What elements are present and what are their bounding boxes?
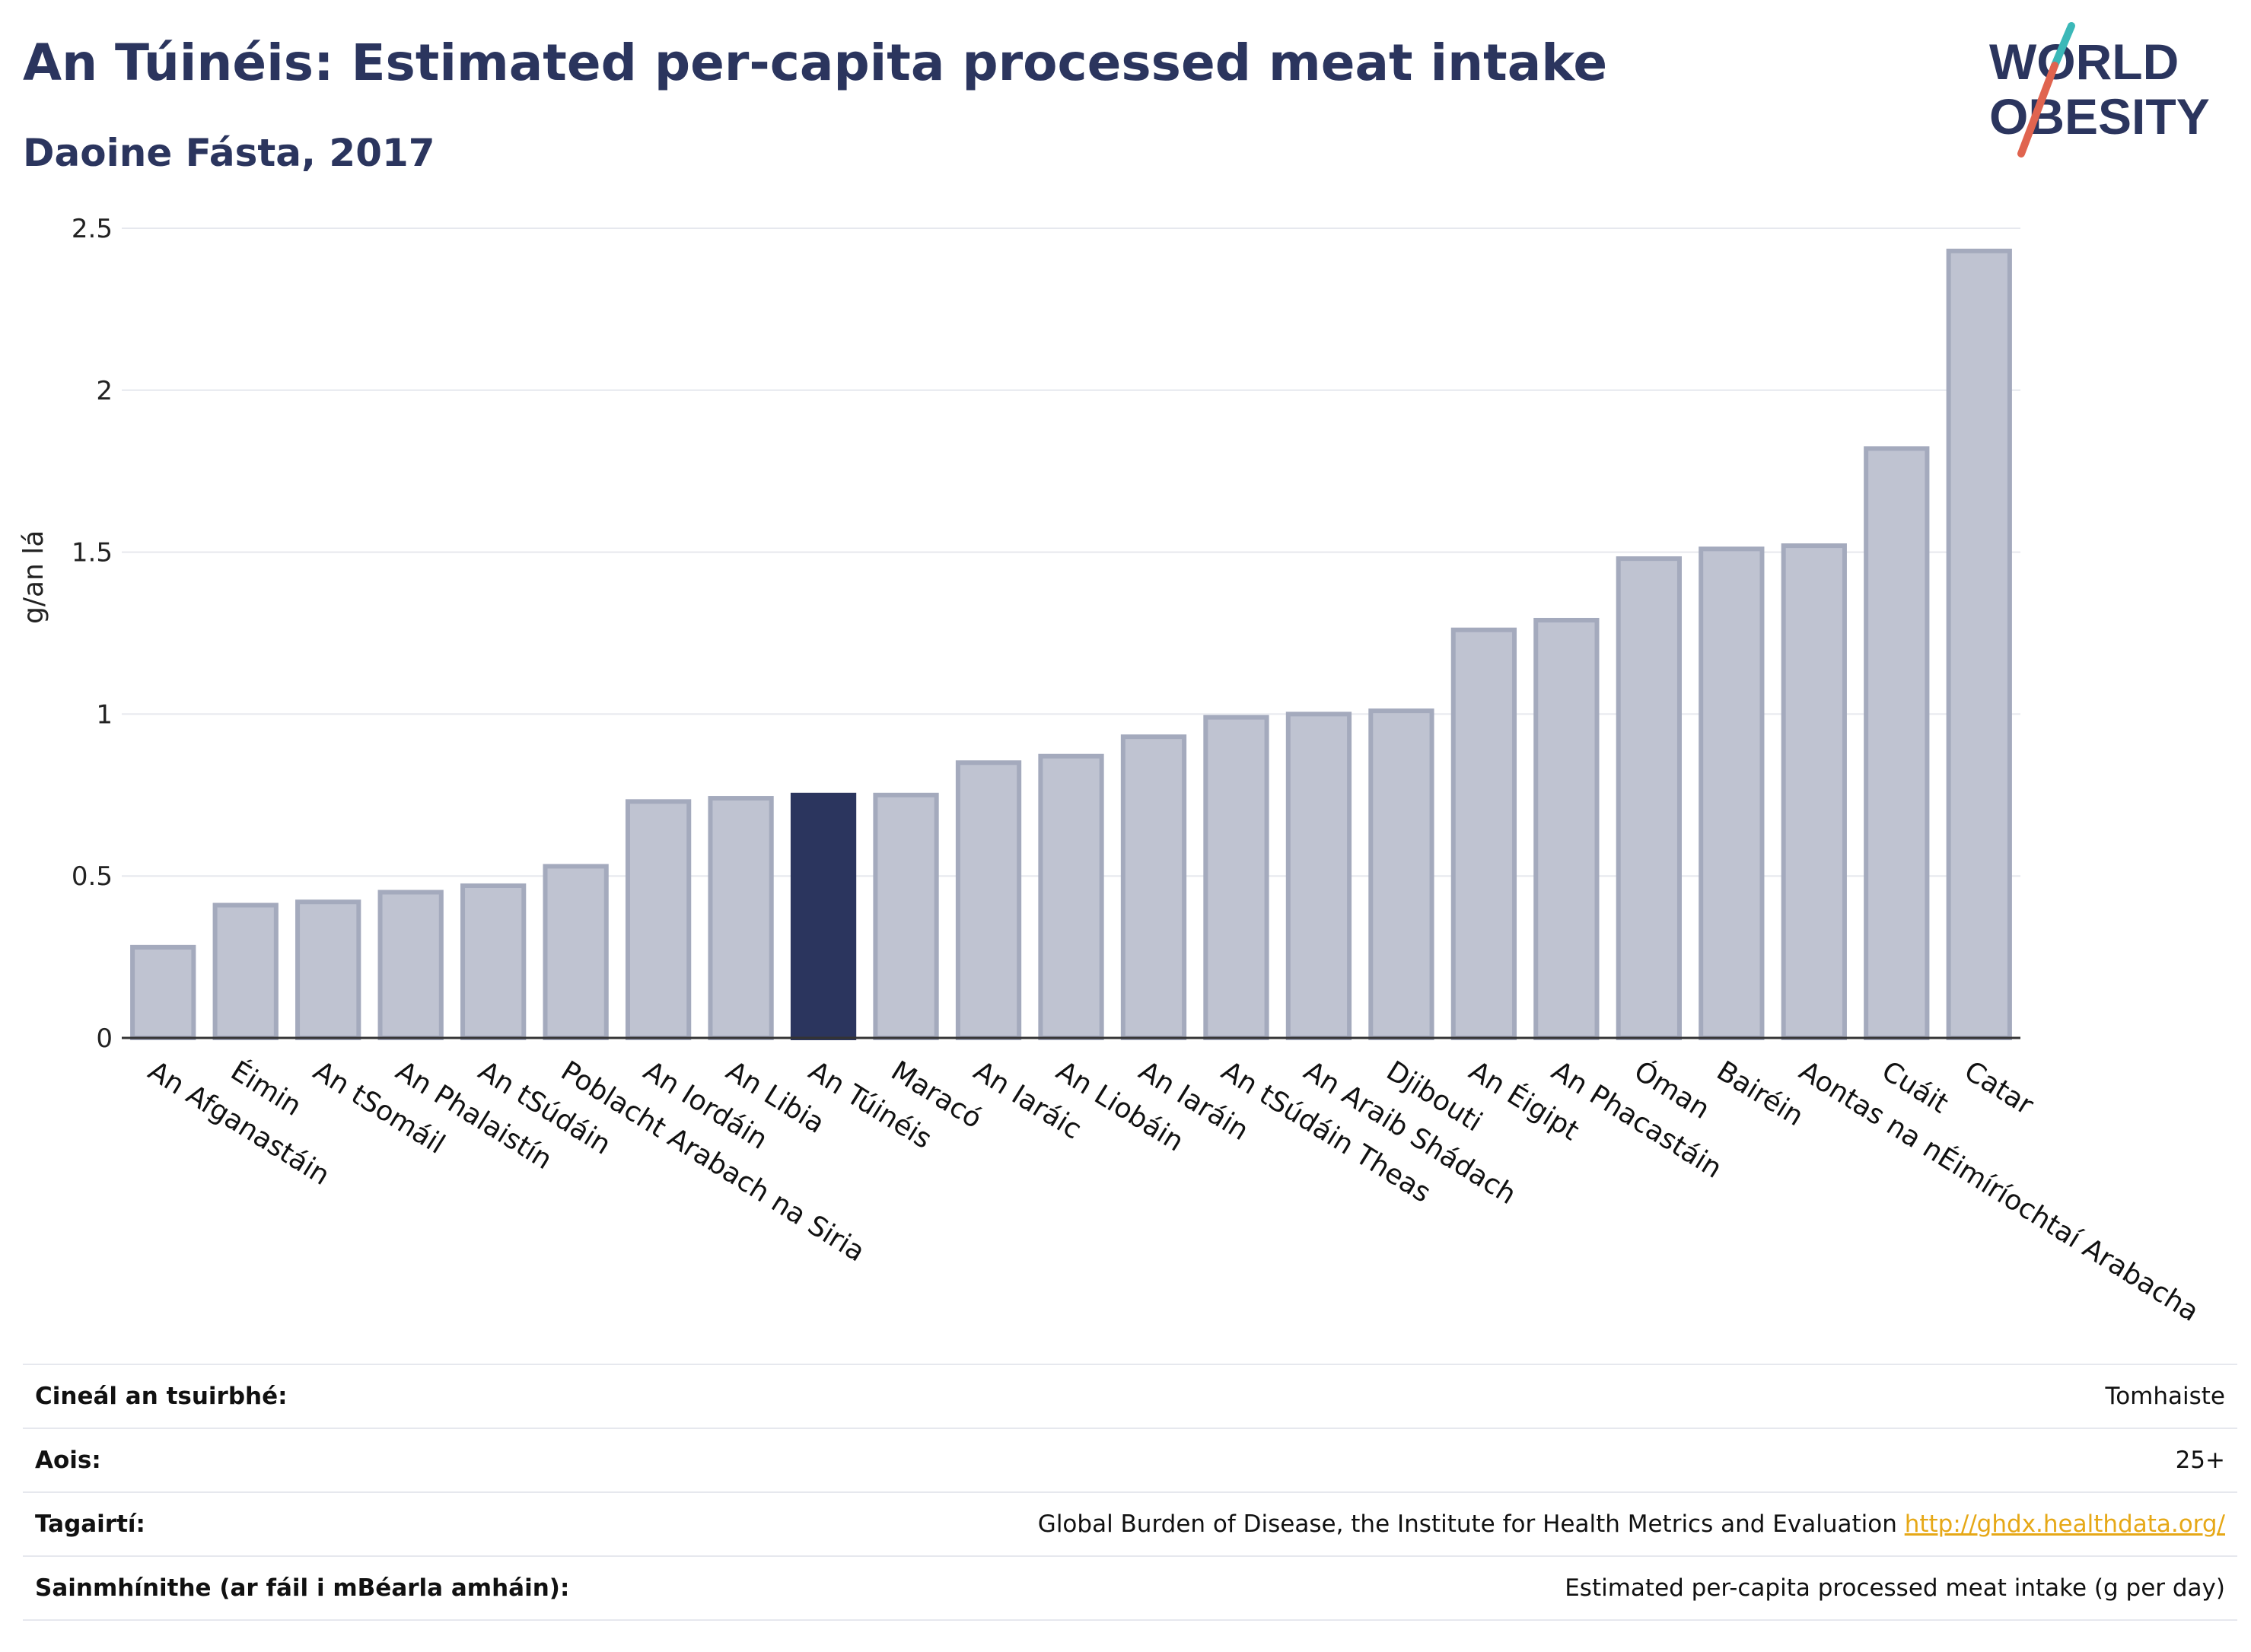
info-key: Aois: — [35, 1447, 101, 1474]
bar — [1038, 753, 1104, 1041]
bar — [212, 902, 279, 1041]
bar — [130, 944, 196, 1041]
bar — [1368, 708, 1434, 1040]
info-value: 25+ — [2175, 1447, 2225, 1474]
y-tick-label: 2.5 — [72, 214, 113, 244]
info-table: Cineál an tsuirbhé: Tomhaiste Aois: 25+ Taga… — [23, 1364, 2237, 1621]
bar — [1450, 627, 1517, 1040]
bar — [625, 799, 692, 1040]
info-value: Tomhaiste — [2105, 1383, 2225, 1410]
bar — [790, 792, 857, 1041]
bar — [1120, 734, 1187, 1041]
info-key: Sainmhínithe (ar fáil i mBéarla amháin): — [35, 1574, 570, 1602]
bar — [1203, 715, 1269, 1040]
bar — [1946, 248, 2012, 1040]
world-obesity-logo: WORLD OBESITY — [1989, 22, 2210, 158]
y-tick-label: 2 — [96, 376, 113, 406]
logo-slash-top — [2051, 22, 2075, 69]
info-key: Cineál an tsuirbhé: — [35, 1383, 288, 1410]
info-value: Estimated per-capita processed meat inta… — [1565, 1574, 2225, 1602]
info-row: Aois: 25+ — [23, 1428, 2237, 1491]
x-tick-label: Bairéin — [1711, 1055, 1809, 1132]
bar — [1533, 617, 1600, 1040]
y-axis-label: g/an lá — [18, 530, 49, 624]
bar — [873, 792, 939, 1041]
bar — [1285, 711, 1352, 1041]
info-key: Tagairtí: — [35, 1510, 145, 1538]
bar — [377, 890, 444, 1040]
info-row: Tagairtí: Global Burden of Disease, the I… — [23, 1491, 2237, 1555]
logo-slash-bottom — [2017, 62, 2058, 158]
info-value: Global Burden of Disease, the Institute … — [1037, 1510, 2225, 1538]
chart-title: An Túinéis: Estimated per-capita process… — [23, 33, 1608, 92]
bar — [295, 899, 361, 1041]
y-tick-label: 0.5 — [72, 861, 113, 892]
x-tick-label: Catar — [1959, 1055, 2039, 1122]
logo-text-world: WORLD — [1989, 33, 2179, 90]
bar — [543, 864, 609, 1040]
reference-link[interactable]: http://ghdx.healthdata.org/ — [1904, 1510, 2225, 1538]
bar — [1864, 446, 1930, 1040]
bar — [1699, 546, 1765, 1040]
bar — [1616, 556, 1682, 1040]
y-tick-label: 0 — [96, 1023, 113, 1054]
y-tick-label: 1.5 — [72, 538, 113, 568]
bar — [1781, 543, 1847, 1040]
bar — [708, 796, 774, 1041]
info-row: Cineál an tsuirbhé: Tomhaiste — [23, 1364, 2237, 1428]
y-tick-label: 1 — [96, 699, 113, 730]
bar — [955, 760, 1022, 1040]
bar — [460, 883, 527, 1041]
info-row: Sainmhínithe (ar fáil i mBéarla amháin):… — [23, 1555, 2237, 1621]
chart-subtitle: Daoine Fásta, 2017 — [23, 131, 435, 175]
